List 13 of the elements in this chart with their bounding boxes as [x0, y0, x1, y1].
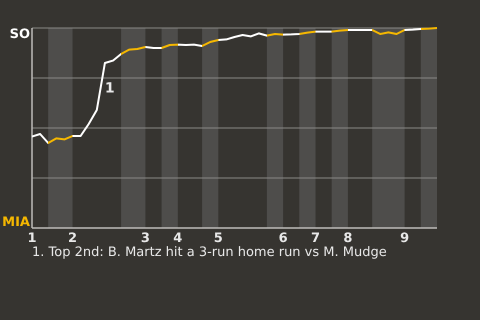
x-tick-label: 2 — [68, 231, 78, 246]
text: MIA — [2, 215, 30, 230]
x-tick-label: 8 — [343, 231, 352, 246]
text: SO — [10, 27, 30, 42]
text: 1. Top 2nd: B. Martz hit a 3-run home run vs M. Mudge — [32, 245, 387, 260]
x-tick-label: 6 — [278, 231, 288, 246]
x-tick-label: 1 — [27, 231, 37, 246]
x-tick-label: 3 — [140, 231, 150, 246]
x-tick-label: 4 — [173, 231, 182, 246]
annotation: 1 — [104, 80, 115, 96]
x-tick-label: 5 — [214, 231, 223, 246]
x-tick-label: 7 — [310, 231, 320, 246]
x-tick-label: 9 — [400, 231, 410, 246]
